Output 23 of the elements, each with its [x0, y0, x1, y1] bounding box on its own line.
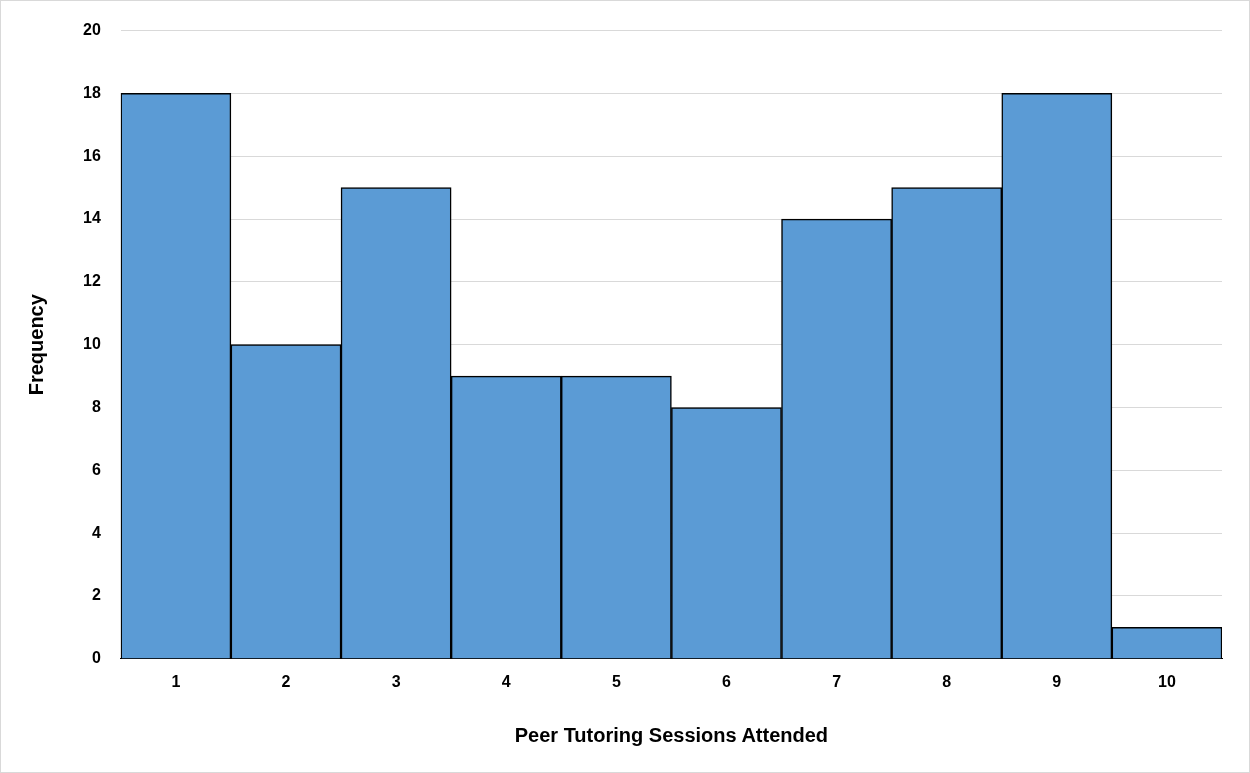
y-tick-label: 8 [91, 397, 101, 415]
y-axis-title: Frequency [24, 293, 47, 396]
y-tick-label: 20 [83, 21, 101, 39]
y-tick-label: 10 [83, 335, 101, 353]
x-axis-title: Peer Tutoring Sessions Attended [514, 723, 829, 746]
y-tick-label: 6 [91, 460, 101, 478]
x-tick-label: 3 [391, 672, 401, 690]
y-tick-label: 2 [91, 586, 101, 604]
x-tick-label: 9 [1052, 672, 1062, 690]
x-tick-label: 2 [281, 672, 291, 690]
y-tick-label: 16 [83, 146, 101, 164]
x-tick-label: 5 [611, 672, 621, 690]
y-tick-label: 12 [83, 272, 101, 290]
y-tick-label: 4 [91, 523, 101, 541]
y-tick-label: 18 [83, 83, 101, 101]
x-tick-label: 4 [501, 672, 511, 690]
y-tick-label: 0 [91, 649, 101, 667]
x-tick-label: 6 [722, 672, 732, 690]
x-tick-label: 8 [942, 672, 952, 690]
x-tick-label: 10 [1158, 672, 1176, 690]
y-tick-label: 14 [83, 209, 101, 227]
x-tick-label: 7 [832, 672, 842, 690]
x-tick-label: 1 [171, 672, 181, 690]
